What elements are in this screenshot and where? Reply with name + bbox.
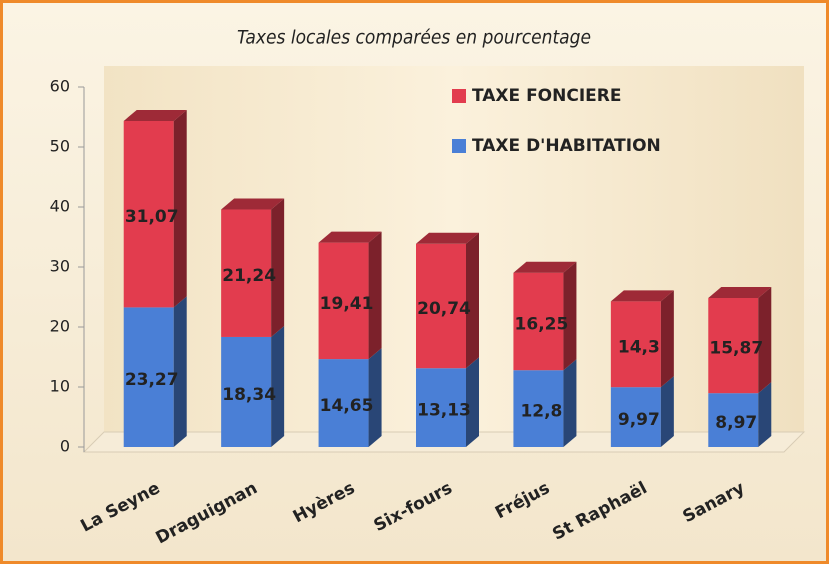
y-tick-label: 40 xyxy=(50,197,70,216)
value-label: 14,65 xyxy=(320,396,374,416)
value-label: 31,07 xyxy=(125,207,179,227)
chart-title: Taxes locales comparées en pourcentage xyxy=(237,27,591,49)
bar-top xyxy=(123,109,187,121)
bar-side xyxy=(758,286,772,394)
value-label: 18,34 xyxy=(222,385,276,405)
bar-side xyxy=(466,232,479,369)
bar-top xyxy=(708,286,772,298)
value-label: 12,8 xyxy=(520,402,562,422)
legend-swatch xyxy=(452,89,466,103)
bar-top xyxy=(318,231,382,243)
bar-side xyxy=(173,296,187,447)
bar-side xyxy=(271,198,285,337)
value-label: 14,3 xyxy=(618,337,660,357)
legend-label: TAXE FONCIERE xyxy=(472,86,621,106)
bar-segment xyxy=(610,387,661,447)
value-label: 21,24 xyxy=(222,266,276,286)
value-label: 23,27 xyxy=(125,370,179,390)
bar-top xyxy=(513,261,577,273)
bar-side xyxy=(368,348,382,447)
value-label: 15,87 xyxy=(709,339,763,359)
bar-side xyxy=(660,376,674,447)
bar-segment xyxy=(610,301,661,388)
value-label: 20,74 xyxy=(417,299,471,319)
bar-segment xyxy=(318,242,369,360)
bar-segment xyxy=(123,120,174,308)
bar-side xyxy=(271,325,285,447)
legend-swatch xyxy=(452,139,466,153)
bar-side xyxy=(563,359,577,447)
value-label: 8,97 xyxy=(715,413,757,433)
bar-side xyxy=(466,357,479,447)
bar-top xyxy=(416,232,479,244)
y-tick-label: 30 xyxy=(50,257,70,276)
y-tick-label: 60 xyxy=(50,77,70,96)
y-tick-label: 50 xyxy=(50,137,70,156)
bar-side xyxy=(173,109,187,308)
bar-segment xyxy=(221,336,272,447)
value-label: 9,97 xyxy=(618,410,660,430)
bar-segment xyxy=(708,297,759,394)
bar-segment xyxy=(221,209,272,337)
y-tick-label: 20 xyxy=(50,317,70,336)
bar-side xyxy=(660,290,674,388)
bar-side xyxy=(563,261,577,371)
bar-segment xyxy=(708,393,759,447)
bar-segment xyxy=(513,272,564,371)
y-tick-label: 10 xyxy=(50,377,70,396)
bar-side xyxy=(758,382,772,447)
bar-segment xyxy=(513,370,564,447)
bar-segment xyxy=(416,368,466,447)
bar-top xyxy=(221,198,285,210)
bar-segment xyxy=(318,359,369,447)
value-label: 19,41 xyxy=(320,294,374,314)
value-label: 16,25 xyxy=(515,314,569,334)
bar-top xyxy=(610,290,674,302)
value-label: 13,13 xyxy=(417,401,471,421)
bar-side xyxy=(368,231,382,360)
y-tick-label: 0 xyxy=(60,437,70,456)
bar-segment xyxy=(416,243,466,369)
legend-label: TAXE D'HABITATION xyxy=(472,136,661,156)
bar-segment xyxy=(123,307,174,447)
